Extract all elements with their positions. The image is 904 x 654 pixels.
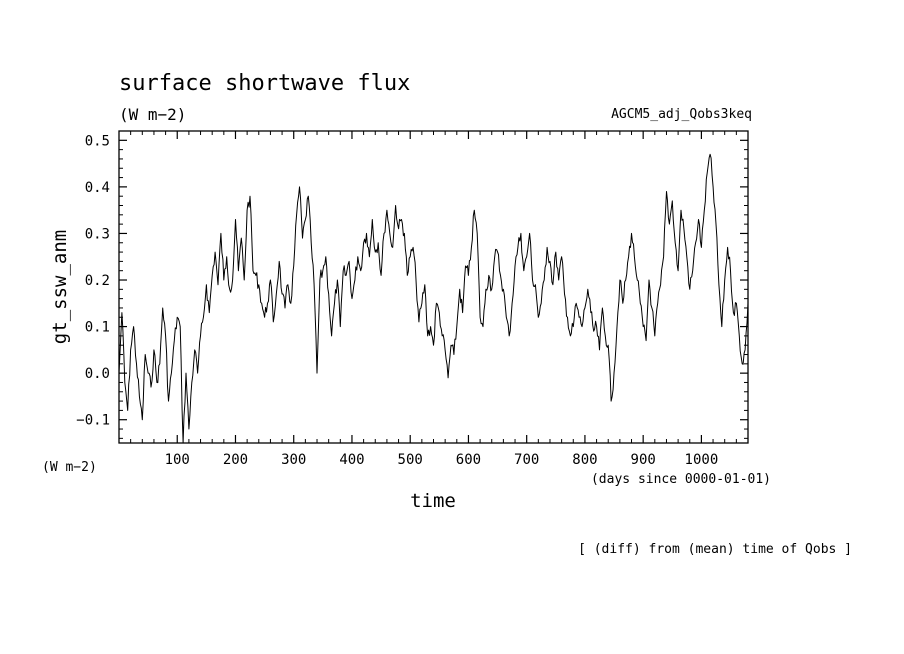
x-tick-label: 300 [281,452,306,468]
x-tick-label: 400 [339,452,364,468]
x-tick-label: 800 [572,452,597,468]
footnote: [ (diff) from (mean) time of Qobs ] [578,542,852,557]
y-tick-label: 0.2 [85,273,110,289]
y-tick-label: 0.1 [85,320,110,336]
y-tick-label: 0.3 [85,226,110,242]
experiment-label: AGCM5_adj_Qobs3keq [611,107,752,122]
y-tick-label: −0.1 [76,413,110,429]
series-line [118,153,749,444]
chart-title: surface shortwave flux [119,71,410,96]
x-axis-label: time [410,490,456,512]
x-tick-label: 700 [514,452,539,468]
x-tick-label: 1000 [685,452,719,468]
y-axis-units: (W m−2) [42,460,97,475]
x-tick-label: 600 [456,452,481,468]
x-axis-ticks: 100 200 300 400 500 600 700 800 900 1000 [165,131,719,468]
plot-frame [118,130,749,444]
x-tick-label: 100 [165,452,190,468]
x-tick-label: 900 [631,452,656,468]
x-axis-units: (days since 0000-01-01) [591,472,771,487]
x-tick-label: 500 [398,452,423,468]
y-tick-label: 0.4 [85,180,110,196]
y-axis-label: gt_ssw_anm [49,230,71,344]
minor-ticks [119,131,748,443]
plot-area: 100 200 300 400 500 600 700 800 900 1000 −0.1 0.0 0… [76,130,749,468]
x-tick-label: 200 [223,452,248,468]
y-tick-label: 0.5 [85,133,110,149]
y-axis-ticks: −0.1 0.0 0.1 0.2 0.3 0.4 0.5 [76,133,748,429]
title-units: (W m−2) [119,105,186,124]
y-tick-label: 0.0 [85,366,110,382]
